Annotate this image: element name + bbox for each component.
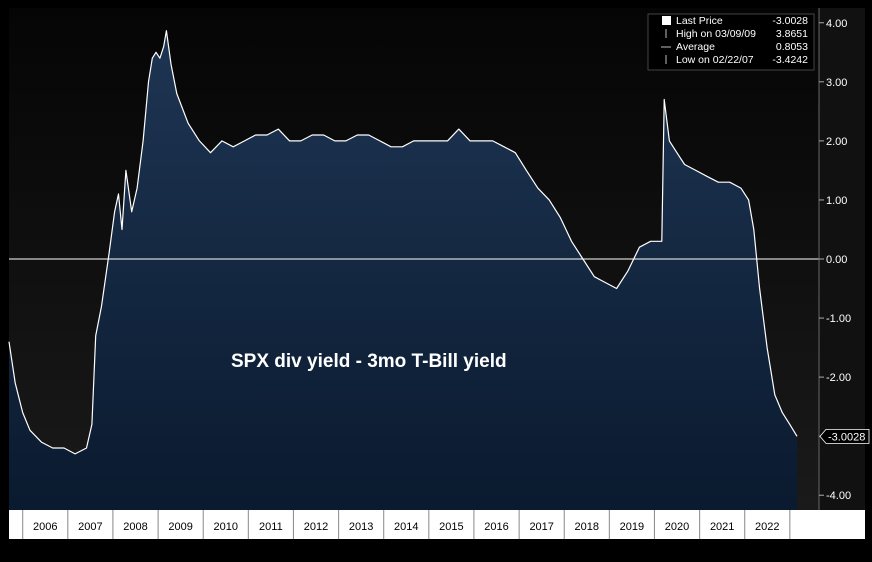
last-price-marker (819, 428, 870, 444)
series-area (9, 30, 797, 510)
x-tick-label: 2009 (168, 521, 192, 533)
y-tick-label: -4.00 (826, 490, 851, 502)
y-axis: 4.003.002.001.000.00-1.00-2.00-3.00-4.00… (818, 8, 870, 510)
legend: Last Price -3.0028 High on 03/09/09 3.8651 A… (661, 15, 808, 66)
last-price-label: -3.0028 (828, 431, 865, 443)
x-tick-label: 2007 (78, 521, 102, 533)
legend-value: 3.8651 (776, 28, 808, 40)
x-tick-label: 2015 (439, 521, 463, 533)
legend-box (647, 13, 815, 71)
x-tick-label: 2006 (33, 521, 57, 533)
x-tick-label: 2010 (214, 521, 238, 533)
x-tick-label: 2017 (529, 521, 553, 533)
x-tick-label: 2018 (575, 521, 599, 533)
footer-copyright: Copyright© 2023 Bloomberg Finance L.P. (534, 543, 718, 554)
x-tick-label: 2012 (304, 521, 328, 533)
y-tick-label: -1.00 (826, 313, 851, 325)
x-axis: 2006 2007 2008 2009 2010 2011 2012 2013 2014 2015… (22, 510, 791, 539)
area-layer (8, 30, 798, 510)
y-tick-label: 2.00 (826, 136, 847, 148)
y-tick-label: -2.00 (826, 372, 851, 384)
x-tick-label: 2021 (710, 521, 734, 533)
x-tick-label: 2008 (123, 521, 147, 533)
legend-swatch-icon (662, 16, 671, 25)
footer-timestamp: 28-Feb-2023 04:22:42 (763, 543, 862, 554)
y-tick-label: 4.00 (826, 18, 847, 30)
legend-label: High on 03/09/09 (676, 28, 756, 40)
legend-value: -3.0028 (772, 15, 808, 27)
series-line (8, 30, 798, 455)
x-tick-label: 2011 (259, 521, 283, 533)
y-tick-label: 3.00 (826, 77, 847, 89)
legend-label: Low on 02/22/07 (676, 54, 754, 66)
x-tick-label: 2019 (620, 521, 644, 533)
x-tick-label: 2014 (394, 521, 418, 533)
legend-label: Last Price (676, 15, 723, 27)
legend-value: -3.4242 (772, 54, 808, 66)
footer-source: .SPX3MBIL U Index (SPX Div yield and 3m … (11, 543, 466, 554)
y-tick-label: 0.00 (826, 254, 847, 266)
legend-value: 0.8053 (776, 41, 808, 53)
x-tick-label: 2020 (665, 521, 689, 533)
y-tick-label: 1.00 (826, 195, 847, 207)
legend-label: Average (676, 41, 715, 53)
chart-annotation: SPX div yield - 3mo T-Bill yield (231, 351, 507, 372)
x-tick-label: 2013 (349, 521, 373, 533)
right-axis-panel (819, 8, 865, 510)
x-axis-band (9, 510, 865, 539)
x-tick-label: 2022 (755, 521, 779, 533)
x-tick-label: 2016 (484, 521, 508, 533)
